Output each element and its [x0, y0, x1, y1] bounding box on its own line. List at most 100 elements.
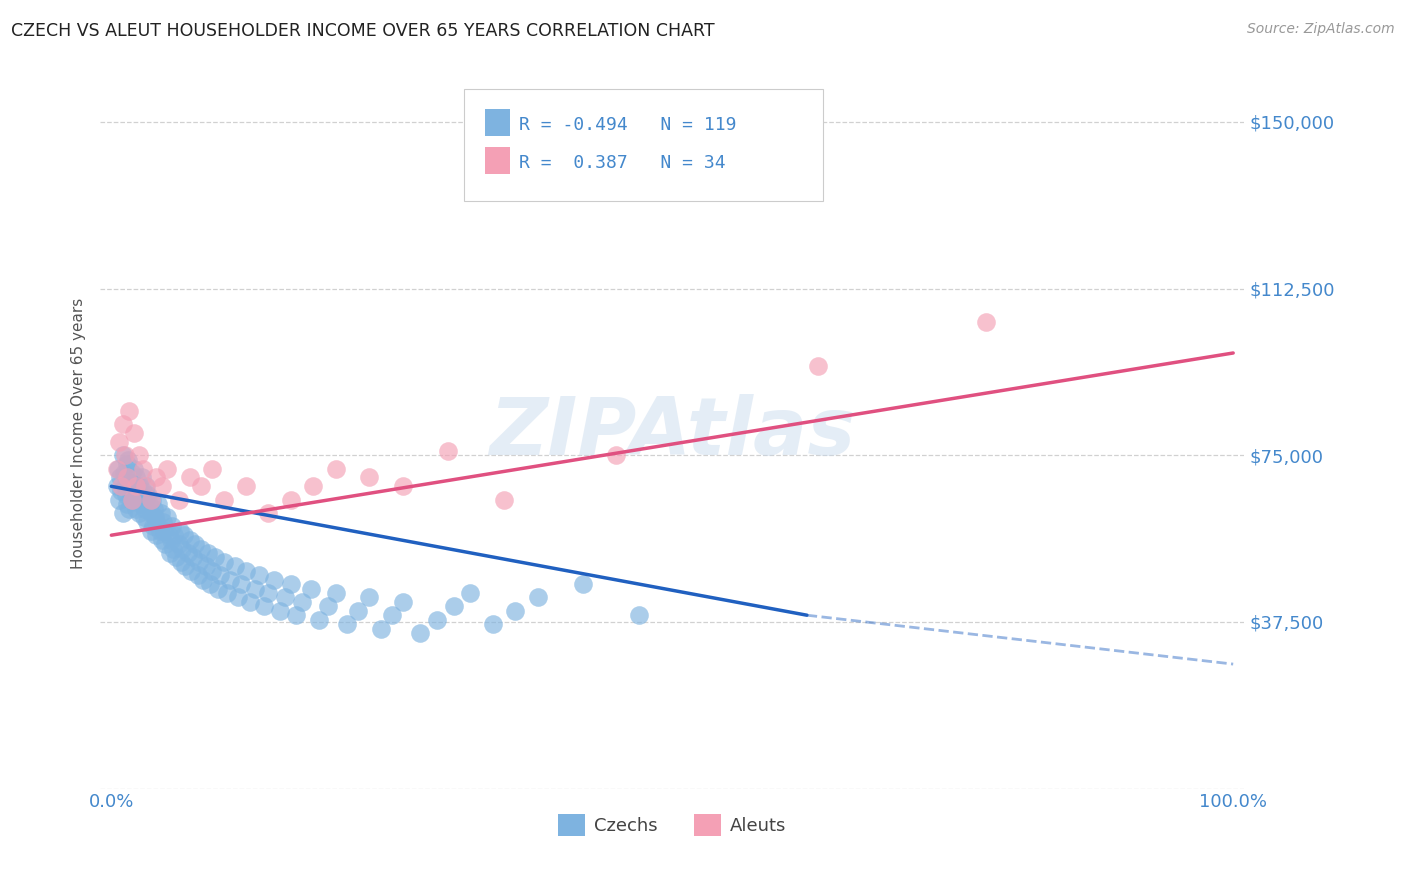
Point [204, 550, 226, 565]
Y-axis label: Householder Income Over 65 years: Householder Income Over 65 years [72, 297, 86, 568]
Point [197, 546, 219, 560]
Point [190, 541, 212, 556]
Point [153, 537, 176, 551]
Point [243, 582, 266, 596]
Point [121, 492, 143, 507]
Point [181, 550, 204, 565]
Point [120, 483, 142, 498]
Point [571, 577, 593, 591]
Point [481, 617, 503, 632]
Point [174, 559, 197, 574]
Point [224, 559, 246, 574]
Point [114, 448, 136, 462]
Point [105, 479, 128, 493]
Point [149, 524, 172, 538]
Point [143, 501, 166, 516]
Point [212, 492, 235, 507]
Point [165, 550, 187, 565]
Point [235, 564, 257, 578]
Point [115, 470, 138, 484]
Text: ZIPAtlas: ZIPAtlas [489, 394, 855, 472]
Point [128, 479, 150, 493]
Point [110, 479, 132, 493]
Text: R =  0.387   N = 34: R = 0.387 N = 34 [519, 154, 725, 172]
Point [316, 599, 339, 614]
Point [212, 555, 235, 569]
Point [409, 626, 432, 640]
Point [138, 497, 160, 511]
Text: CZECH VS ALEUT HOUSEHOLDER INCOME OVER 65 YEARS CORRELATION CHART: CZECH VS ALEUT HOUSEHOLDER INCOME OVER 6… [11, 22, 714, 40]
Point [145, 528, 167, 542]
Point [176, 546, 198, 560]
Point [231, 577, 253, 591]
Point [121, 492, 143, 507]
Point [122, 461, 145, 475]
Point [807, 359, 830, 374]
Point [187, 568, 209, 582]
Point [128, 448, 150, 462]
Point [201, 461, 224, 475]
Point [121, 479, 143, 493]
Point [263, 573, 285, 587]
Point [179, 533, 201, 547]
Point [132, 461, 155, 475]
Point [139, 524, 162, 538]
Point [132, 483, 155, 498]
Point [291, 595, 314, 609]
Point [115, 497, 138, 511]
Point [257, 586, 280, 600]
Point [257, 506, 280, 520]
Point [142, 519, 165, 533]
Point [215, 586, 238, 600]
Point [187, 555, 209, 569]
Point [118, 403, 141, 417]
Point [139, 492, 162, 507]
Point [108, 492, 131, 507]
Point [145, 470, 167, 484]
Point [134, 501, 156, 516]
Point [392, 595, 415, 609]
Point [503, 604, 526, 618]
Point [125, 501, 148, 516]
Point [157, 528, 180, 542]
Point [239, 595, 262, 609]
Point [226, 591, 249, 605]
Point [110, 483, 132, 498]
Point [132, 510, 155, 524]
Point [122, 425, 145, 440]
Point [115, 457, 138, 471]
Point [976, 315, 998, 329]
Point [135, 479, 157, 493]
Point [152, 515, 174, 529]
Point [114, 479, 136, 493]
Point [124, 488, 146, 502]
Point [159, 533, 181, 547]
Point [159, 546, 181, 560]
Point [117, 452, 139, 467]
Point [605, 448, 627, 462]
Legend: Czechs, Aleuts: Czechs, Aleuts [551, 807, 793, 844]
Point [149, 506, 172, 520]
Point [627, 608, 650, 623]
Point [219, 573, 242, 587]
Point [274, 591, 297, 605]
Point [184, 537, 207, 551]
Point [193, 573, 215, 587]
Point [167, 537, 190, 551]
Point [359, 591, 381, 605]
Point [111, 506, 134, 520]
Point [302, 479, 325, 493]
Point [249, 568, 271, 582]
Point [170, 555, 193, 569]
Point [156, 510, 179, 524]
Point [105, 461, 128, 475]
Point [526, 591, 548, 605]
Point [128, 506, 150, 520]
Point [201, 564, 224, 578]
Point [392, 479, 415, 493]
Point [127, 492, 149, 507]
Point [426, 613, 449, 627]
Point [150, 479, 173, 493]
Point [308, 613, 330, 627]
Point [280, 492, 302, 507]
